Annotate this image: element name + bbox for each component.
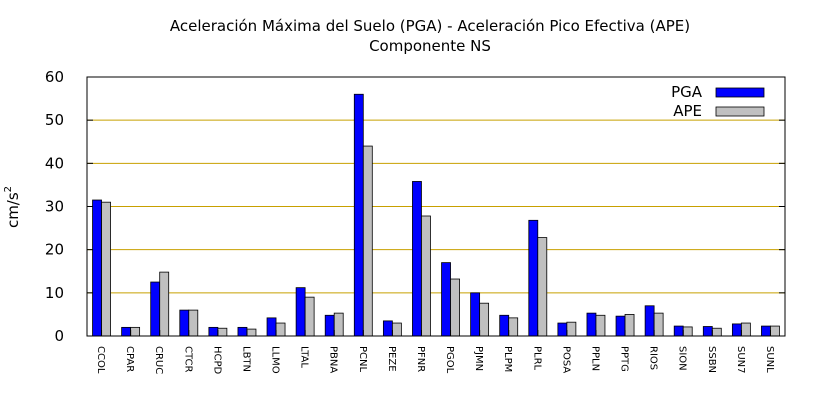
x-tick-label-ssbn: SSBN xyxy=(706,346,717,373)
bar-pga-sion xyxy=(673,325,684,337)
y-axis-label-text: cm/s xyxy=(4,192,22,228)
x-tick-label-plpm: PLPM xyxy=(502,346,513,372)
x-tick-label-pbna: PBNA xyxy=(328,346,339,373)
bar-pga-sun7 xyxy=(731,323,742,337)
x-tick-label-sun7: SUN7 xyxy=(735,346,746,374)
bar-ape-hcpd xyxy=(217,327,228,337)
bar-pga-sunl xyxy=(761,325,771,337)
x-tick-label-cpar: CPAR xyxy=(124,346,135,372)
x-tick-label-posa: POSA xyxy=(560,346,571,373)
bar-ape-ppln xyxy=(595,314,606,337)
axes-group xyxy=(86,76,786,337)
bar-pga-posa xyxy=(557,322,568,337)
legend-label-pga: PGA xyxy=(671,83,703,101)
chart-title: Aceleración Máxima del Suelo (PGA) - Ace… xyxy=(170,17,690,35)
bar-pga-lbtn xyxy=(237,326,248,337)
x-tick-label-lbtn: LBTN xyxy=(240,346,251,372)
bar-ape-rios xyxy=(653,312,664,337)
bar-pga-pptg xyxy=(615,315,626,337)
bar-pga-ctcr xyxy=(179,309,190,337)
x-tick-label-rios: RIOS xyxy=(648,346,659,370)
y-axis-label-superscript: 2 xyxy=(3,186,14,192)
bar-pga-pbna xyxy=(324,314,335,337)
x-tick-label-peze: PEZE xyxy=(386,346,397,372)
grid-lines xyxy=(87,119,785,294)
bar-pga-llmo xyxy=(266,317,277,337)
x-tick-label-pptg: PPTG xyxy=(619,346,630,372)
x-tick-label-pgol: PGOL xyxy=(444,346,455,374)
bar-pga-plpm xyxy=(499,314,510,337)
bar-pga-rios xyxy=(644,305,655,337)
bar-ape-plpm xyxy=(508,317,519,337)
bar-ape-cpar xyxy=(130,326,141,337)
bar-pga-pjmn xyxy=(470,292,481,337)
bar-ape-pptg xyxy=(624,314,635,337)
bar-ape-ctcr xyxy=(188,309,199,337)
bar-pga-cpar xyxy=(121,326,132,337)
x-tick-label-pjmn: PJMN xyxy=(473,346,484,371)
bar-pga-peze xyxy=(382,320,393,337)
bar-ape-sunl xyxy=(770,325,780,337)
bar-ape-pfnr xyxy=(421,215,431,337)
bar-ape-sun7 xyxy=(740,322,751,337)
bar-ape-cruc xyxy=(159,271,170,337)
bar-ape-pgol xyxy=(450,278,460,337)
chart-subtitle: Componente NS xyxy=(369,37,491,55)
bar-ape-posa xyxy=(566,321,577,337)
bars-group xyxy=(92,93,780,337)
x-tick-label-sion: SION xyxy=(677,346,688,371)
x-tick-label-hcpd: HCPD xyxy=(211,346,222,375)
legend-swatch-pga xyxy=(715,87,765,98)
bar-pga-ssbn xyxy=(702,326,713,337)
x-tick-label-ccol: CCOL xyxy=(95,346,106,374)
x-tick-labels: CCOL CPAR CRUC CTCR HCPD LBTN LLMO LTAL PBNA PCNL… xyxy=(95,346,775,375)
bar-ape-ssbn xyxy=(711,327,722,337)
bar-pga-plrl xyxy=(528,219,539,337)
bar-ape-plrl xyxy=(537,237,548,337)
bar-ape-sion xyxy=(682,326,693,337)
svg-text:cm/s2: cm/s2 xyxy=(3,186,22,228)
bar-pga-hcpd xyxy=(208,326,219,337)
plot-frame xyxy=(86,76,786,337)
bar-pga-cruc xyxy=(150,281,161,337)
bar-pga-ppln xyxy=(586,312,597,337)
y-tick-label: 30 xyxy=(45,198,64,216)
bar-pga-pfnr xyxy=(412,181,422,337)
x-tick-label-plrl: PLRL xyxy=(531,346,542,371)
x-tick-label-ltal: LTAL xyxy=(299,346,310,368)
y-tick-labels: 0 10 20 30 40 50 60 xyxy=(45,68,64,345)
y-tick-label: 60 xyxy=(45,68,64,86)
x-tick-label-sunl: SUNL xyxy=(764,346,775,373)
bar-pga-pcnl xyxy=(353,93,364,337)
bar-ape-ccol xyxy=(101,201,111,337)
bar-ape-peze xyxy=(391,322,402,337)
x-tick-label-llmo: LLMO xyxy=(270,346,281,374)
legend-label-ape: APE xyxy=(673,102,702,120)
x-tick-label-cruc: CRUC xyxy=(153,346,164,374)
x-tick-label-pfnr: PFNR xyxy=(415,346,426,372)
legend-swatch-ape xyxy=(715,106,765,117)
bar-ape-lbtn xyxy=(246,328,257,337)
y-tick-label: 40 xyxy=(45,154,64,172)
y-tick-label: 10 xyxy=(45,284,64,302)
bar-ape-llmo xyxy=(275,322,286,337)
bar-pga-ccol xyxy=(92,199,102,337)
x-tick-label-ctcr: CTCR xyxy=(182,346,193,372)
bar-ape-ltal xyxy=(304,296,315,337)
bar-pga-ltal xyxy=(295,287,306,337)
y-axis-label: cm/s2 xyxy=(3,186,22,228)
x-tick-label-ppln: PPLN xyxy=(589,346,600,371)
y-tick-label: 50 xyxy=(45,111,64,129)
bar-ape-pjmn xyxy=(479,302,490,337)
y-tick-label: 0 xyxy=(54,327,64,345)
x-tick-label-pcnl: PCNL xyxy=(357,346,368,372)
bar-ape-pcnl xyxy=(362,145,373,337)
y-tick-label: 20 xyxy=(45,241,64,259)
bar-pga-pgol xyxy=(441,262,451,337)
bar-ape-pbna xyxy=(333,312,344,337)
